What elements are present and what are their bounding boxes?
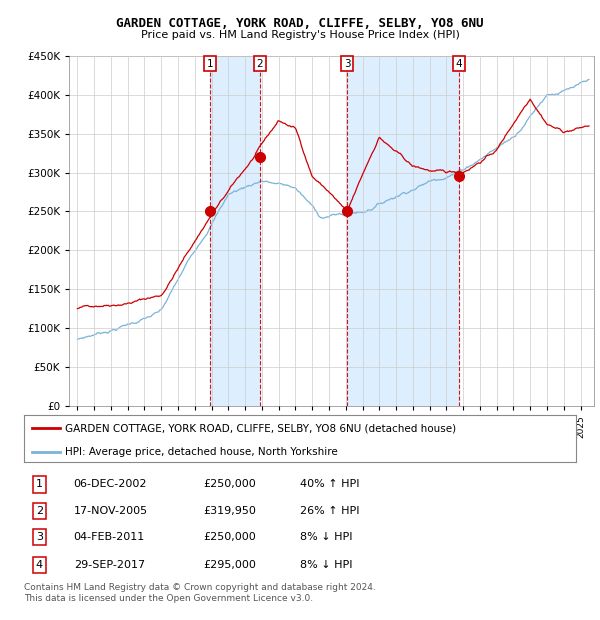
Text: 2: 2 [257, 58, 263, 69]
Text: 40% ↑ HPI: 40% ↑ HPI [300, 479, 359, 490]
Text: GARDEN COTTAGE, YORK ROAD, CLIFFE, SELBY, YO8 6NU: GARDEN COTTAGE, YORK ROAD, CLIFFE, SELBY… [116, 17, 484, 30]
Text: 04-FEB-2011: 04-FEB-2011 [74, 532, 145, 542]
Text: HPI: Average price, detached house, North Yorkshire: HPI: Average price, detached house, Nort… [65, 446, 338, 457]
Text: 3: 3 [344, 58, 350, 69]
Text: 4: 4 [455, 58, 462, 69]
Text: Contains HM Land Registry data © Crown copyright and database right 2024.: Contains HM Land Registry data © Crown c… [24, 583, 376, 592]
Text: 17-NOV-2005: 17-NOV-2005 [74, 506, 148, 516]
Text: Price paid vs. HM Land Registry's House Price Index (HPI): Price paid vs. HM Land Registry's House … [140, 30, 460, 40]
Text: £319,950: £319,950 [203, 506, 256, 516]
Text: 06-DEC-2002: 06-DEC-2002 [74, 479, 147, 490]
Text: 1: 1 [207, 58, 214, 69]
Text: 3: 3 [36, 532, 43, 542]
Text: £295,000: £295,000 [203, 560, 256, 570]
Text: 26% ↑ HPI: 26% ↑ HPI [300, 506, 359, 516]
Text: 29-SEP-2017: 29-SEP-2017 [74, 560, 145, 570]
Text: 2: 2 [36, 506, 43, 516]
Bar [210, 56, 260, 406]
Text: £250,000: £250,000 [203, 479, 256, 490]
Text: 8% ↓ HPI: 8% ↓ HPI [300, 560, 353, 570]
Text: 4: 4 [36, 560, 43, 570]
Text: 1: 1 [36, 479, 43, 490]
Text: £250,000: £250,000 [203, 532, 256, 542]
Text: This data is licensed under the Open Government Licence v3.0.: This data is licensed under the Open Gov… [24, 594, 313, 603]
Text: 8% ↓ HPI: 8% ↓ HPI [300, 532, 353, 542]
Text: GARDEN COTTAGE, YORK ROAD, CLIFFE, SELBY, YO8 6NU (detached house): GARDEN COTTAGE, YORK ROAD, CLIFFE, SELBY… [65, 423, 457, 433]
Bar [347, 56, 459, 406]
